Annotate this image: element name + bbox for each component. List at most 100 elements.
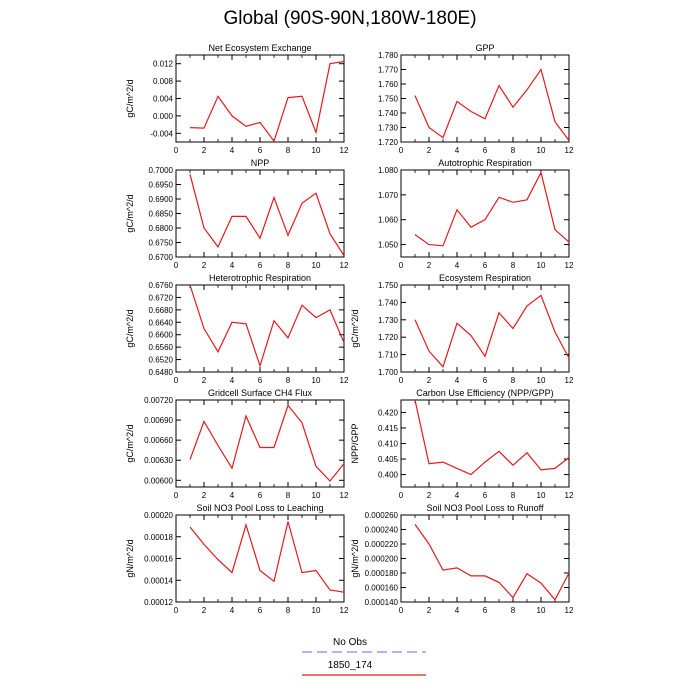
x-tick-label: 0 — [174, 261, 179, 270]
x-tick-label: 10 — [537, 146, 546, 155]
x-tick-label: 2 — [202, 491, 207, 500]
x-tick-label: 6 — [258, 146, 263, 155]
x-tick-label: 4 — [230, 606, 235, 615]
panel-title: Carbon Use Efficiency (NPP/GPP) — [416, 388, 553, 398]
x-tick-label: 4 — [230, 491, 235, 500]
x-tick-label: 0 — [174, 376, 179, 385]
x-tick-label: 8 — [286, 261, 291, 270]
panel-title: Ecosystem Respiration — [439, 273, 531, 283]
y-tick-label: 1.750 — [378, 95, 399, 104]
panel-0: Net Ecosystem Exchange gC/m^2/d 0 2 4 6 8 10 12 -… — [125, 43, 349, 155]
y-tick-label: 0.6520 — [149, 356, 174, 365]
x-tick-label: 6 — [258, 376, 263, 385]
y-tick-label: 0.420 — [378, 408, 399, 417]
y-tick-label: 0.6560 — [149, 343, 174, 352]
y-tick-label: 1.770 — [378, 66, 399, 75]
x-tick-label: 8 — [511, 606, 516, 615]
y-tick-label: 0.405 — [378, 455, 399, 464]
y-tick-label: 1.700 — [378, 368, 399, 377]
y-tick-label: 0.004 — [153, 95, 174, 104]
y-tick-label: 0.00016 — [144, 555, 173, 564]
x-tick-label: 8 — [286, 606, 291, 615]
series-line — [189, 174, 345, 256]
y-tick-label: 0.400 — [378, 471, 399, 480]
plot-frame — [175, 169, 345, 258]
x-tick-label: 8 — [511, 491, 516, 500]
x-tick-label: 2 — [427, 261, 432, 270]
y-tick-label: 0.6480 — [149, 368, 174, 377]
x-tick-label: 12 — [340, 376, 349, 385]
x-tick-label: 4 — [455, 261, 460, 270]
y-tick-label: 0.012 — [153, 60, 174, 69]
x-tick-label: 2 — [427, 146, 432, 155]
x-tick-label: 8 — [286, 491, 291, 500]
y-axis-label: gN/m^2/d — [350, 539, 360, 577]
y-tick-label: 0.00020 — [144, 511, 173, 520]
x-tick-label: 0 — [399, 261, 404, 270]
y-tick-label: 0.00018 — [144, 533, 173, 542]
panel-3: Autotrophic Respiration 0 2 4 6 8 10 12 1.050 1.0… — [378, 158, 574, 270]
series-line — [189, 404, 345, 482]
x-tick-label: 10 — [537, 376, 546, 385]
y-tick-label: 0.000180 — [365, 569, 399, 578]
x-tick-label: 6 — [258, 606, 263, 615]
y-tick-label: 1.780 — [378, 51, 399, 60]
series-line — [414, 524, 570, 601]
y-axis-label: gC/m^2/d — [125, 309, 135, 347]
x-tick-label: 2 — [427, 376, 432, 385]
x-tick-label: 12 — [340, 606, 349, 615]
y-tick-label: 1.060 — [378, 216, 399, 225]
legend-model-label: 1850_174 — [327, 660, 373, 671]
y-tick-label: 0.000 — [153, 112, 174, 121]
plot-frame — [175, 514, 345, 603]
y-tick-label: 0.00720 — [144, 396, 173, 405]
x-tick-label: 4 — [230, 376, 235, 385]
y-tick-label: -0.004 — [150, 129, 173, 138]
x-tick-label: 12 — [565, 491, 574, 500]
panel-title: Autotrophic Respiration — [438, 158, 532, 168]
x-tick-label: 4 — [230, 146, 235, 155]
x-tick-label: 8 — [286, 146, 291, 155]
y-tick-label: 1.750 — [378, 281, 399, 290]
y-axis-label: gN/m^2/d — [125, 539, 135, 577]
y-tick-label: 0.000240 — [365, 526, 399, 535]
legend-no-obs-label: No Obs — [333, 637, 367, 648]
y-tick-label: 0.000160 — [365, 584, 399, 593]
y-tick-label: 1.070 — [378, 191, 399, 200]
y-tick-label: 0.6950 — [149, 181, 174, 190]
x-tick-label: 12 — [340, 261, 349, 270]
x-tick-label: 2 — [427, 606, 432, 615]
panel-6: Gridcell Surface CH4 Flux gC/m^2/d 0 2 4 6 8 10… — [125, 388, 349, 500]
plot-frame — [175, 284, 345, 373]
y-tick-label: 0.00014 — [144, 576, 173, 585]
x-tick-label: 10 — [312, 146, 321, 155]
x-tick-label: 12 — [565, 606, 574, 615]
y-axis-label: gC/m^2/d — [125, 79, 135, 117]
panel-1: GPP 0 2 4 6 8 10 12 1.720 1.730 1.740 1.750 1.760 1.7… — [378, 43, 574, 155]
x-tick-label: 6 — [483, 261, 488, 270]
plot-frame — [175, 54, 345, 143]
x-tick-label: 0 — [174, 491, 179, 500]
plot-frame — [400, 514, 570, 603]
x-tick-label: 0 — [399, 606, 404, 615]
y-tick-label: 0.6850 — [149, 210, 174, 219]
x-tick-label: 10 — [537, 491, 546, 500]
y-tick-label: 0.6720 — [149, 293, 174, 302]
panel-5: Ecosystem Respiration gC/m^2/d 0 2 4 6 8 10 12 1.… — [350, 273, 574, 385]
y-tick-label: 1.760 — [378, 80, 399, 89]
y-tick-label: 0.00690 — [144, 416, 173, 425]
plot-frame — [400, 54, 570, 143]
x-tick-label: 12 — [565, 146, 574, 155]
x-tick-label: 10 — [537, 606, 546, 615]
panel-9: Soil NO3 Pool Loss to Runoff gN/m^2/d 0 2 4 6… — [350, 503, 574, 615]
x-tick-label: 12 — [340, 491, 349, 500]
panel-title: NPP — [251, 158, 270, 168]
y-tick-label: 1.080 — [378, 166, 399, 175]
x-tick-label: 12 — [565, 376, 574, 385]
x-tick-label: 2 — [202, 606, 207, 615]
y-axis-label: gC/m^2/d — [125, 194, 135, 232]
panel-title: Heterotrophic Respiration — [209, 273, 311, 283]
y-tick-label: 1.740 — [378, 298, 399, 307]
x-tick-label: 2 — [202, 376, 207, 385]
